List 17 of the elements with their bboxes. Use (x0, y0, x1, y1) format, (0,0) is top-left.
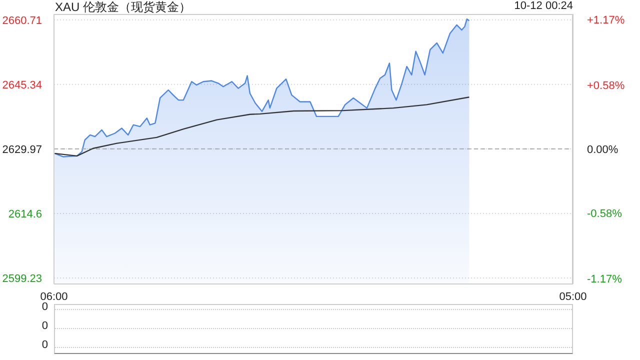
chart-title: XAU 伦敦金（现货黄金） (55, 0, 192, 16)
text: 10-12 00:24 (514, 0, 573, 12)
text: 0 (42, 339, 48, 351)
y2-tick-label: +0.58% (587, 80, 625, 92)
text: 0 (42, 320, 48, 332)
x-tick-label: 06:00 (40, 290, 68, 303)
y-tick-label: 2645.34 (2, 79, 42, 92)
y-tick-label: 2629.97 (2, 144, 42, 156)
y-tick-label: 2614.6 (8, 208, 42, 220)
y2-tick-label: -0.58% (587, 208, 622, 220)
y2-tick-label: 0.00% (587, 144, 618, 156)
y2-tick-label: -1.17% (587, 273, 622, 286)
y-tick-label: 2660.71 (2, 14, 42, 27)
y-tick-label: 2599.23 (2, 272, 42, 285)
x-tick-label: 05:00 (559, 290, 587, 303)
y2-tick-label: +1.17% (587, 14, 625, 27)
text: 0 (42, 301, 48, 313)
